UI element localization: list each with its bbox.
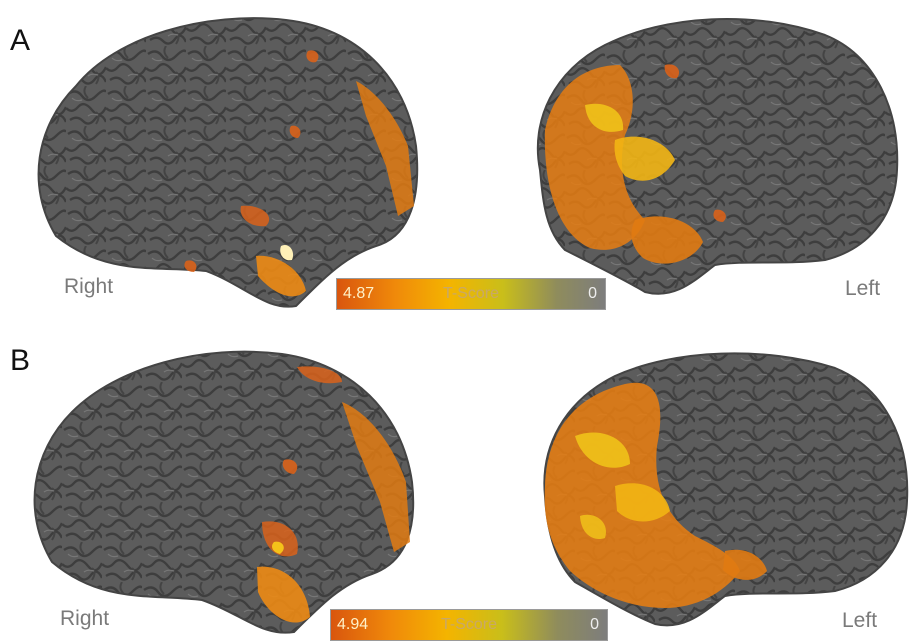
right-hemisphere-lateral-view [26,6,421,311]
hemisphere-label-right: Right [64,275,114,298]
colorbar-min-value: 0 [590,616,599,633]
t-score-colorbar: 4.87 T-Score 0 [336,278,606,310]
colorbar-title: T-Score [440,616,498,633]
hemisphere-label-left: Left [842,609,878,632]
colorbar-max-value: 4.87 [343,285,375,302]
panel-letter: B [10,344,31,377]
left-hemisphere-lateral-view [525,10,900,300]
t-score-colorbar: 4.94 T-Score 0 [330,609,608,641]
colorbar-max-value: 4.94 [337,616,369,633]
panel-letter: A [10,24,31,57]
colorbar-min-value: 0 [588,285,597,302]
right-hemisphere-lateral-view [22,342,417,637]
colorbar-title: T-Score [442,285,500,302]
hemisphere-label-right: Right [60,607,110,630]
hemisphere-label-left: Left [845,277,881,300]
panel-a: A Right Left 4.87 T-Score 0 [0,0,913,318]
panel-b: B Right Left 4.94 T-Score 0 [0,318,913,641]
left-hemisphere-lateral-view [535,346,910,631]
